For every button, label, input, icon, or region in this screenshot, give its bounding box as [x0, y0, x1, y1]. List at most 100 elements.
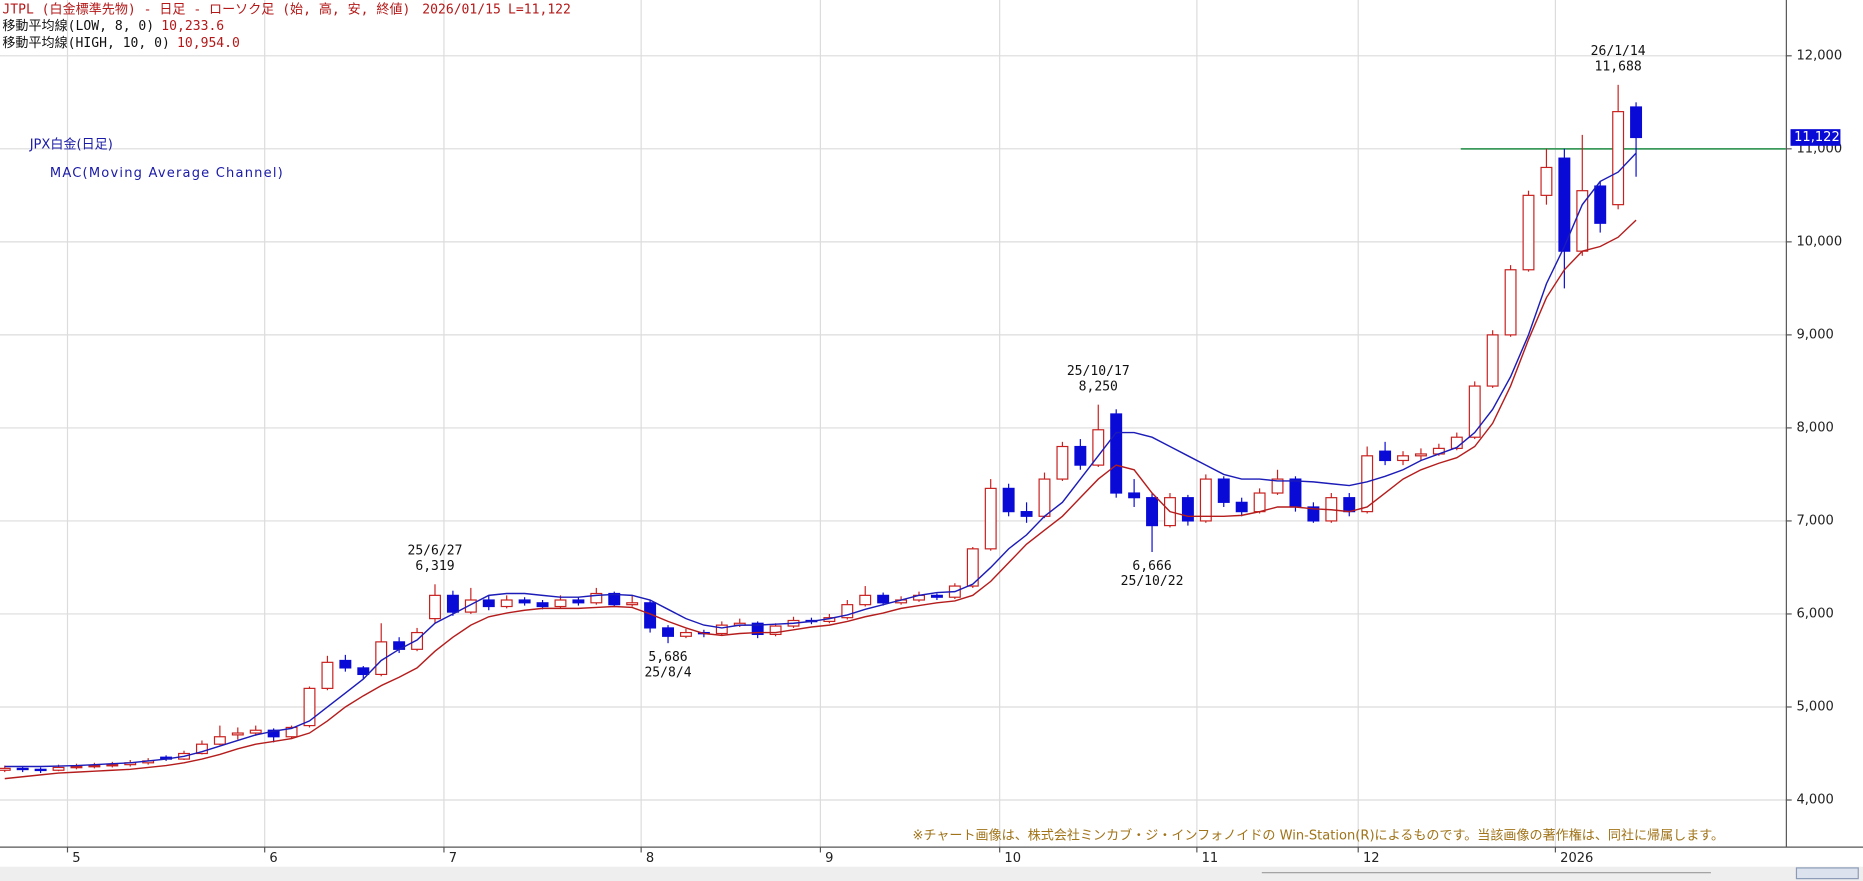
candle-body — [1038, 478, 1051, 517]
candle-body — [321, 661, 334, 689]
candle-body — [1235, 501, 1248, 513]
x-tick-label: 2026 — [1560, 851, 1593, 866]
header-last: L=11,122 — [508, 2, 571, 17]
x-tick-label: 5 — [72, 851, 80, 866]
candle-body — [644, 602, 657, 629]
candle-body — [590, 592, 603, 604]
x-tick-label: 6 — [269, 851, 277, 866]
legend-value: 10,233.6 — [161, 19, 224, 34]
candle-body — [1504, 269, 1517, 336]
candle-body — [1307, 506, 1320, 522]
candle-body — [1110, 413, 1123, 494]
y-tick-label: 8,000 — [1796, 420, 1833, 435]
candle-body — [1540, 166, 1553, 196]
chart-subtitle: MAC(Moving Average Channel) — [50, 166, 284, 181]
y-tick-label: 10,000 — [1796, 234, 1842, 249]
candle-body — [984, 487, 997, 550]
candle-body — [52, 766, 65, 771]
y-tick-label: 4,000 — [1796, 793, 1833, 808]
candle-body — [195, 743, 208, 755]
y-tick-label: 5,000 — [1796, 699, 1833, 714]
header-instrument: JTPL (白金標準先物) - 日足 - ローソク足 (始, 高, 安, 終値) — [2, 1, 410, 17]
candle-body — [1414, 453, 1427, 457]
candle-body — [249, 729, 262, 734]
candle-body — [1146, 497, 1159, 527]
chart-title: JPX白金(日足) — [29, 137, 113, 153]
annotation-label: 11,688 — [1595, 60, 1642, 75]
annotation-label: 25/10/17 — [1067, 364, 1130, 379]
candle-body — [751, 622, 764, 636]
candle-body — [1002, 487, 1015, 513]
moving-average-line — [4, 152, 1637, 768]
candle-body — [88, 764, 101, 768]
copyright-note: ※チャート画像は、株式会社ミンカブ・ジ・インフォノイドの Win-Station… — [912, 827, 1724, 843]
candle-body — [1217, 478, 1230, 503]
candle-body — [411, 631, 424, 650]
annotation-label: 26/1/14 — [1591, 44, 1646, 59]
candle-body — [715, 624, 728, 635]
legend-name: 移動平均線(LOW, 8, 0) — [2, 18, 154, 34]
candle-body — [608, 592, 621, 606]
candle-body — [1181, 497, 1194, 522]
candle-body — [1020, 511, 1033, 517]
annotation-label: 25/8/4 — [644, 665, 691, 680]
candle-body — [357, 667, 370, 676]
candle-body — [1199, 478, 1212, 522]
x-tick-label: 11 — [1202, 851, 1219, 866]
candle-body — [1128, 492, 1141, 499]
candle-body — [1092, 429, 1105, 466]
candle-body — [1074, 445, 1087, 466]
legend-value: 10,954.0 — [177, 35, 240, 50]
candle-body — [662, 627, 675, 637]
candle-body — [429, 594, 441, 620]
candle-body — [536, 602, 549, 608]
x-tick-label: 9 — [825, 851, 833, 866]
candle-body — [16, 767, 29, 771]
candle-body — [518, 599, 531, 604]
grid — [0, 0, 1786, 847]
x-tick-label: 8 — [646, 851, 654, 866]
candle-body — [1630, 106, 1643, 139]
candle-body — [966, 548, 979, 587]
candle-body — [930, 594, 943, 598]
y-tick-label: 7,000 — [1796, 513, 1833, 528]
legend-name: 移動平均線(HIGH, 10, 0) — [2, 34, 170, 50]
annotation-label: 8,250 — [1079, 379, 1118, 394]
candle-body — [769, 625, 782, 636]
last-price-label: 11,122 — [1794, 130, 1840, 145]
candle-body — [1612, 111, 1625, 206]
candle-body — [482, 599, 495, 608]
candle-body — [877, 594, 890, 604]
candle-body — [626, 602, 639, 606]
candle-body — [1289, 478, 1302, 508]
candle-body — [1271, 478, 1284, 494]
candle-body — [393, 641, 406, 650]
candle-body — [572, 599, 585, 604]
scroll-area — [0, 866, 1863, 881]
legend-ma-high: 移動平均線(HIGH, 10, 0) 10,954.0 — [2, 34, 240, 50]
candle-body — [841, 604, 854, 619]
zoom-buttons[interactable] — [1795, 867, 1859, 880]
annotation-label: 6,666 — [1132, 559, 1171, 574]
annotation-label: 5,686 — [648, 650, 687, 665]
x-tick-label: 10 — [1004, 851, 1021, 866]
candle-body — [231, 732, 244, 736]
candle-body — [34, 768, 47, 772]
candle-body — [1558, 157, 1571, 252]
candle-body — [1253, 492, 1266, 513]
candle-body — [0, 767, 11, 771]
legend-ma-low: 移動平均線(LOW, 8, 0) 10,233.6 — [2, 18, 224, 34]
annotation-label: 25/6/27 — [407, 543, 462, 558]
header-date: 2026/01/15 — [422, 2, 501, 17]
candle-body — [464, 599, 477, 613]
candle-body — [1486, 334, 1499, 387]
candle-body — [554, 599, 567, 608]
annotation-label: 25/10/22 — [1121, 574, 1184, 589]
candle-body — [1056, 445, 1069, 480]
x-tick-label: 12 — [1363, 851, 1380, 866]
candle-body — [1343, 497, 1356, 513]
candle-body — [303, 687, 316, 727]
candle-body — [679, 631, 692, 637]
candle-body — [339, 659, 352, 669]
